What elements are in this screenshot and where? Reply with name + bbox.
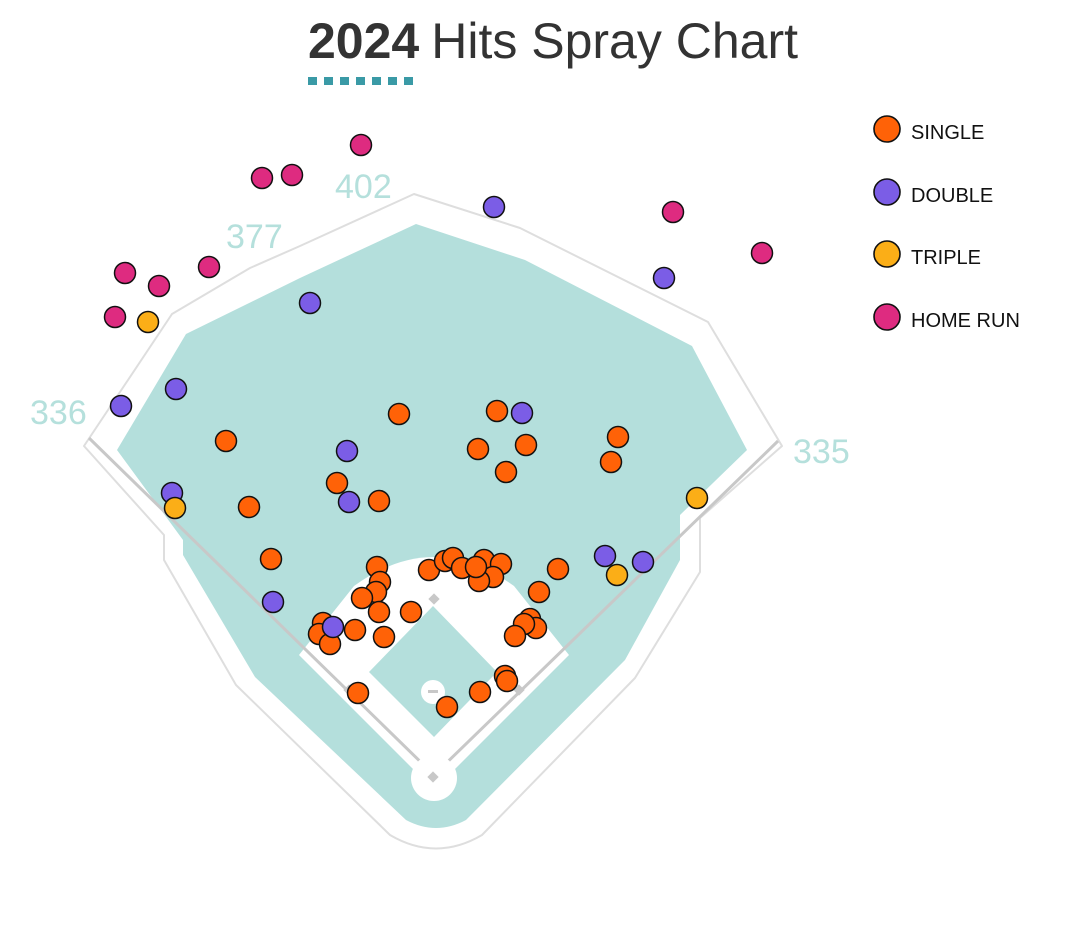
hit-marker-single [435, 695, 459, 719]
hit-marker-single [367, 489, 391, 513]
hit-marker-single [514, 433, 538, 457]
title-underline-dash [388, 77, 397, 85]
title-year: 2024 [308, 13, 419, 69]
hit-marker-single [346, 681, 370, 705]
hit-marker-single [464, 555, 488, 579]
legend-swatch-home-run [873, 303, 901, 331]
second-base [428, 593, 440, 605]
hit-marker-single [494, 460, 518, 484]
hit-marker-triple [163, 496, 187, 520]
hit-marker-home-run [197, 255, 221, 279]
hit-marker-single [343, 618, 367, 642]
legend: SINGLE DOUBLE TRIPLE HOME RUN [873, 115, 1020, 332]
pitching-rubber [428, 690, 438, 693]
legend-swatch-single [873, 115, 901, 143]
hit-marker-double [261, 590, 285, 614]
legend-item-home-run: HOME RUN [873, 303, 1020, 332]
hit-marker-single [485, 399, 509, 423]
distance-label-cf: 402 [335, 168, 392, 206]
legend-label-home-run: HOME RUN [911, 310, 1020, 332]
hit-marker-single [259, 547, 283, 571]
title-rest: Hits Spray Chart [431, 13, 798, 69]
hit-marker-single [495, 669, 519, 693]
title-underline [308, 77, 413, 85]
title-underline-dash [308, 77, 317, 85]
distance-label-lcf: 377 [226, 218, 283, 256]
infield-grass [369, 606, 497, 737]
legend-item-single: SINGLE [873, 115, 984, 144]
hit-marker-double [335, 439, 359, 463]
legend-swatch-triple [873, 240, 901, 268]
distance-labels: 336 377 402 335 [30, 168, 850, 471]
foul-line-left [87, 436, 436, 777]
legend-label-triple: TRIPLE [911, 247, 981, 269]
hit-marker-single [399, 600, 423, 624]
hit-marker-double [109, 394, 133, 418]
hit-marker-single [546, 557, 570, 581]
title-underline-dash [356, 77, 365, 85]
field-grass [117, 224, 747, 828]
hit-marker-home-run [250, 166, 274, 190]
legend-item-double: DOUBLE [873, 178, 993, 207]
chart-title: 2024 Hits Spray Chart [308, 13, 798, 69]
home-plate [427, 771, 439, 783]
distance-label-rf: 335 [793, 433, 850, 471]
hit-marker-single [350, 586, 374, 610]
hit-marker-double [510, 401, 534, 425]
hit-marker-triple [685, 486, 709, 510]
hit-marker-home-run [113, 261, 137, 285]
hit-marker-double [337, 490, 361, 514]
hit-marker-single [237, 495, 261, 519]
ballpark [83, 193, 783, 850]
hit-markers [103, 133, 774, 719]
title-underline-dash [324, 77, 333, 85]
title-underline-dash [372, 77, 381, 85]
hit-marker-single [214, 429, 238, 453]
hit-marker-double [298, 291, 322, 315]
hit-marker-home-run [103, 305, 127, 329]
hit-marker-home-run [349, 133, 373, 157]
hit-marker-double [593, 544, 617, 568]
hit-marker-single [372, 625, 396, 649]
hit-marker-single [503, 624, 527, 648]
title-underline-dash [404, 77, 413, 85]
hit-marker-single [325, 471, 349, 495]
hit-marker-double [652, 266, 676, 290]
hit-marker-single [606, 425, 630, 449]
hit-marker-double [482, 195, 506, 219]
hit-marker-triple [136, 310, 160, 334]
distance-label-lf: 336 [30, 394, 87, 432]
hit-marker-single [367, 600, 391, 624]
hit-marker-home-run [661, 200, 685, 224]
hit-marker-double [321, 615, 345, 639]
hit-marker-home-run [750, 241, 774, 265]
legend-item-triple: TRIPLE [873, 240, 981, 269]
hit-marker-double [631, 550, 655, 574]
hit-marker-home-run [147, 274, 171, 298]
hit-marker-single [387, 402, 411, 426]
legend-label-double: DOUBLE [911, 185, 993, 207]
hit-marker-double [164, 377, 188, 401]
hit-marker-single [468, 680, 492, 704]
hit-marker-single [599, 450, 623, 474]
title-underline-dash [340, 77, 349, 85]
legend-label-single: SINGLE [911, 122, 984, 144]
hit-marker-single [527, 580, 551, 604]
foul-line-right [432, 439, 780, 777]
legend-swatch-double [873, 178, 901, 206]
hit-marker-triple [605, 563, 629, 587]
hit-marker-single [466, 437, 490, 461]
hit-marker-home-run [280, 163, 304, 187]
